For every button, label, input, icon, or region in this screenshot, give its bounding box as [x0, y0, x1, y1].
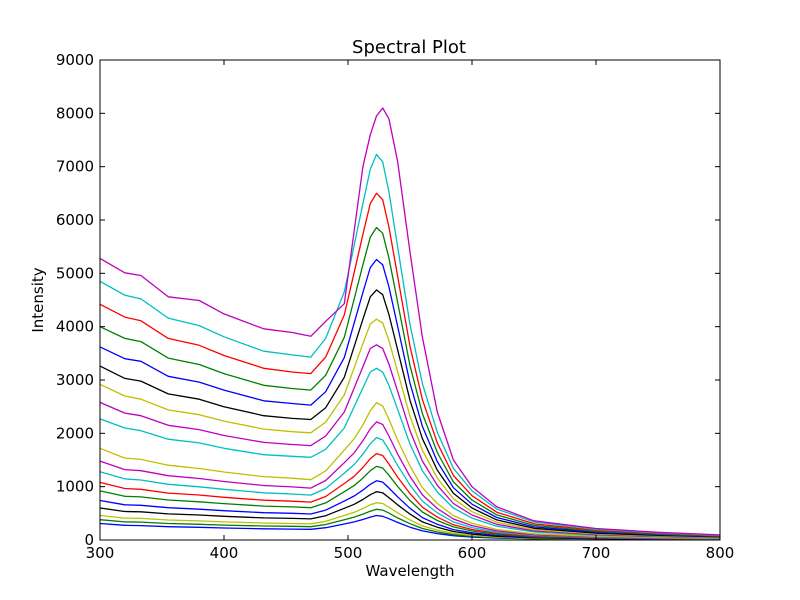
- series-line-7: [99, 452, 721, 540]
- series-line-16: [99, 226, 721, 537]
- series-line-5: [99, 480, 721, 540]
- x-tick-label: 700: [582, 544, 611, 562]
- series-line-9: [99, 421, 721, 540]
- series-line-13: [99, 318, 721, 538]
- series-lines: [99, 107, 721, 541]
- y-tick-label: 2000: [56, 424, 94, 442]
- series-line-19: [99, 107, 721, 536]
- series-line-18: [99, 153, 721, 536]
- y-tick-label: 0: [84, 531, 94, 549]
- y-tick-label: 5000: [56, 264, 94, 282]
- y-axis-label: Intensity: [29, 267, 47, 332]
- y-tick-label: 9000: [56, 51, 94, 69]
- x-tick-label: 400: [210, 544, 239, 562]
- series-line-3: [99, 502, 721, 541]
- series-line-4: [99, 491, 721, 541]
- x-tick-label: 600: [458, 544, 487, 562]
- y-tick-label: 7000: [56, 158, 94, 176]
- y-tick-label: 3000: [56, 371, 94, 389]
- y-tick-label: 8000: [56, 104, 94, 122]
- x-tick-label: 300: [86, 544, 115, 562]
- y-tick-label: 1000: [56, 478, 94, 496]
- series-line-10: [99, 402, 721, 540]
- series-line-11: [99, 367, 721, 539]
- series-line-8: [99, 436, 721, 540]
- x-tick-label: 800: [706, 544, 735, 562]
- series-line-12: [99, 344, 721, 539]
- series-line-14: [99, 289, 721, 538]
- x-tick-label: 500: [334, 544, 363, 562]
- y-tick-label: 4000: [56, 318, 94, 336]
- series-line-17: [99, 192, 721, 537]
- axis-ticks: 300 400 500 600 700 8000100020003000400050006…: [56, 51, 735, 562]
- series-line-15: [99, 258, 721, 538]
- chart-title: Spectral Plot: [352, 37, 466, 58]
- x-axis-label: Wavelength: [366, 562, 455, 580]
- y-tick-label: 6000: [56, 211, 94, 229]
- series-line-6: [99, 465, 721, 540]
- plot-frame: [99, 59, 721, 541]
